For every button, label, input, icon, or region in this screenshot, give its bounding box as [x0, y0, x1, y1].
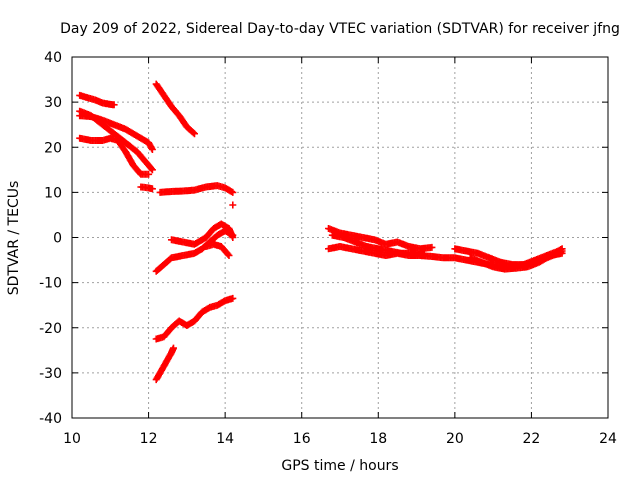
y-tick-label: -10 — [39, 276, 62, 292]
y-axis-label: SDTVAR / TECUs — [6, 181, 22, 296]
data-point-marker — [558, 249, 566, 257]
y-tick-label: -40 — [39, 411, 62, 427]
y-tick-label: -20 — [39, 321, 62, 337]
data-point-marker — [148, 146, 156, 153]
x-axis-label: GPS time / hours — [281, 458, 398, 474]
x-tick-label: 24 — [599, 431, 617, 447]
plot-frame — [71, 56, 609, 419]
data-point-marker — [428, 243, 436, 251]
y-tick-label: 40 — [44, 50, 62, 66]
x-tick-label: 20 — [446, 431, 464, 447]
y-tick-label: 30 — [44, 95, 62, 111]
x-tick-label: 14 — [216, 431, 234, 447]
data-point-marker — [145, 170, 153, 178]
data-point-marker — [225, 252, 233, 259]
data-points — [76, 80, 566, 384]
x-tick-label: 18 — [369, 431, 387, 447]
data-point-marker — [148, 166, 156, 174]
data-point-marker — [229, 234, 237, 241]
axis-ticks: 10 12 14 16 18 20 22 24 -40 -30 -20 -10 0 10 20 30 40 — [39, 50, 617, 447]
data-point-marker — [229, 201, 237, 209]
chart-title: Day 209 of 2022, Sidereal Day-to-day VTE… — [60, 21, 620, 37]
data-point-marker — [229, 188, 237, 196]
y-tick-label: 10 — [44, 185, 62, 201]
y-tick-label: 0 — [53, 231, 62, 247]
data-point-marker — [148, 185, 156, 193]
x-tick-label: 22 — [523, 431, 541, 447]
x-tick-label: 16 — [293, 431, 311, 447]
data-point-marker — [420, 251, 428, 259]
y-tick-label: 20 — [44, 140, 62, 156]
x-tick-label: 10 — [63, 431, 81, 447]
x-tick-label: 12 — [140, 431, 158, 447]
data-point-marker — [229, 294, 237, 302]
data-point-marker — [147, 165, 155, 173]
data-point-marker — [191, 130, 198, 138]
y-tick-label: -30 — [39, 366, 62, 382]
data-point-marker — [110, 101, 118, 109]
data-point-marker — [170, 344, 177, 352]
grid — [72, 57, 608, 418]
data-point-marker — [224, 250, 232, 258]
data-point-marker — [189, 129, 197, 137]
